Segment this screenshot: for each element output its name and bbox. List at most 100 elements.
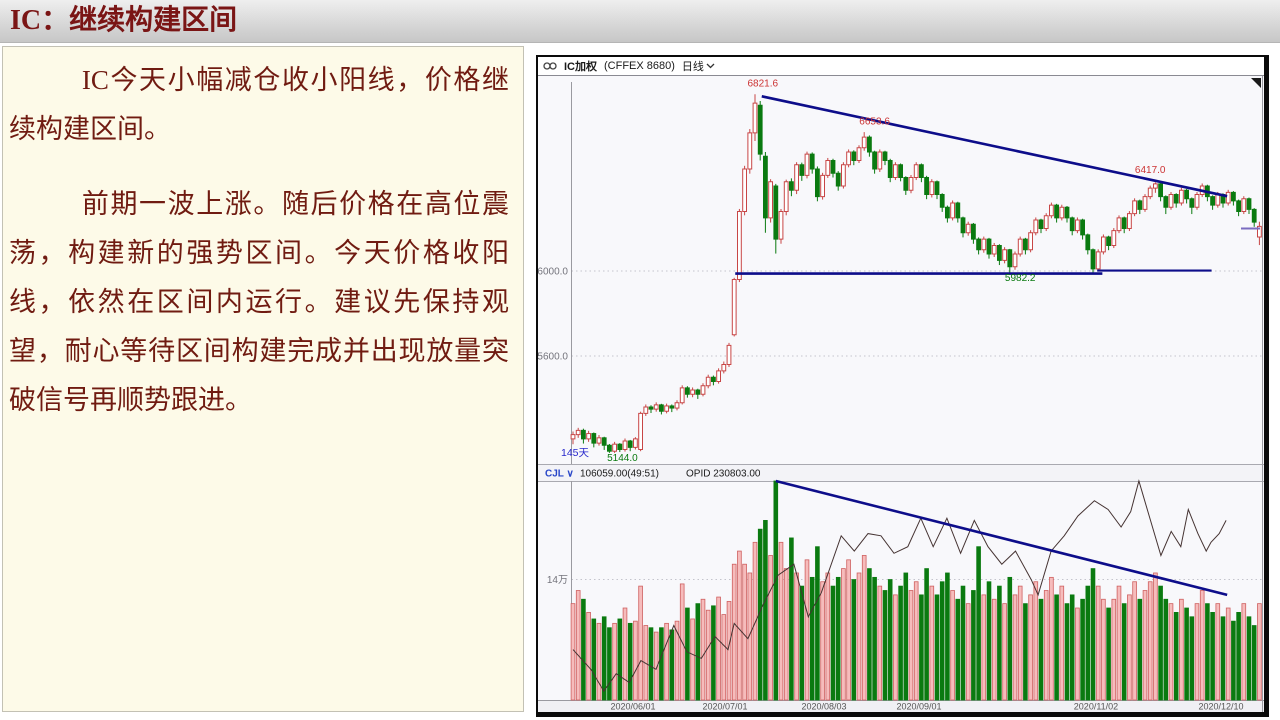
- x-axis-labels: 2020/06/01 2020/07/01 2020/08/03 2020/09/01…: [610, 702, 1243, 712]
- x-axis-label: 2020/07/01: [702, 702, 747, 712]
- candle-body: [617, 443, 623, 450]
- candle-body: [607, 444, 612, 452]
- x-axis-label: 2020/08/03: [801, 702, 846, 712]
- candle-body: [893, 164, 898, 178]
- volume-bar: [695, 603, 701, 701]
- candle-body: [1085, 234, 1091, 251]
- volume-bar: [1002, 603, 1007, 701]
- x-axis-label: 2020/09/01: [896, 702, 941, 712]
- volume-bar: [1137, 598, 1143, 701]
- candle-body: [1236, 200, 1242, 212]
- candle-body: [1241, 198, 1247, 212]
- candle-body: [789, 181, 794, 191]
- slide-title-bar: IC：继续构建区间: [0, 0, 1280, 43]
- candle-body: [726, 344, 732, 365]
- volume-bar: [1121, 603, 1127, 701]
- volume-bar: [1184, 607, 1189, 701]
- candle-body: [981, 238, 987, 251]
- volume-bar: [742, 563, 747, 701]
- volume-bar: [690, 618, 695, 701]
- volume-bar: [815, 546, 820, 701]
- volume-bar: [997, 585, 1002, 701]
- price-volume-chart[interactable]: 6000.0 5600.0 14万 6821.6 6653.6 6417.0 5982.2 5…: [538, 76, 1264, 712]
- volume-bar: [752, 541, 758, 701]
- volume-bar: [617, 618, 623, 701]
- volume-bar: [1210, 612, 1215, 701]
- candle-body: [1210, 196, 1216, 206]
- scroll-corner-icon[interactable]: [1251, 78, 1261, 88]
- price-annotation: 6653.6: [859, 116, 890, 127]
- volume-bar: [1225, 607, 1231, 701]
- candle-body: [1038, 219, 1044, 229]
- analysis-text-panel: IC今天小幅减仓收小阳线，价格继续构建区间。 前期一波上涨。随后价格在高位震荡，…: [2, 46, 524, 712]
- candle-body: [633, 438, 638, 448]
- candle-body: [596, 437, 602, 444]
- period-dropdown[interactable]: 日线: [682, 58, 715, 74]
- chevron-down-icon: [706, 63, 715, 69]
- candle-body: [1012, 253, 1018, 268]
- volume-bar: [799, 585, 805, 701]
- indicator-opid: OPID 230803.00: [686, 469, 761, 480]
- volume-bar: [1033, 581, 1039, 701]
- volume-bar: [976, 546, 981, 701]
- candle-body: [711, 376, 716, 382]
- volume-bar: [601, 616, 607, 701]
- trendline: [775, 479, 1228, 597]
- candle-body: [1095, 251, 1101, 270]
- volume-bar: [1012, 594, 1018, 701]
- candle-body: [731, 279, 737, 336]
- candle-body: [773, 185, 779, 240]
- candle-body: [867, 136, 872, 153]
- indicator-dropdown[interactable]: CJL ∨: [545, 469, 574, 480]
- volume-bar: [1028, 594, 1033, 701]
- candle-body: [1137, 200, 1143, 210]
- price-annotation: 5982.2: [1005, 273, 1036, 284]
- volume-bar: [1147, 581, 1153, 701]
- candle-body: [908, 177, 914, 191]
- volume-bar: [887, 579, 893, 701]
- volume-bar: [659, 627, 664, 701]
- volume-bar: [731, 563, 737, 701]
- candle-body: [1116, 217, 1122, 232]
- volume-bar: [919, 594, 924, 701]
- candle-body: [757, 104, 763, 155]
- volume-bar: [763, 520, 768, 701]
- volume-bar: [638, 585, 643, 701]
- y-axis-label: 6000.0: [538, 267, 568, 278]
- candle-body: [887, 160, 893, 178]
- volume-bar: [633, 620, 638, 701]
- days-count-label: 145天: [561, 447, 590, 459]
- volume-bar: [1095, 585, 1101, 701]
- volume-bar: [1220, 616, 1226, 701]
- candle-body: [659, 404, 664, 412]
- volume-bar: [586, 612, 591, 701]
- candle-body: [1127, 213, 1132, 229]
- candle-body: [1023, 238, 1028, 251]
- volume-bar: [809, 576, 815, 701]
- candle-body: [1054, 204, 1060, 219]
- candle-body: [794, 164, 800, 191]
- volume-bar: [1153, 572, 1158, 701]
- volume-bar: [1075, 607, 1080, 701]
- volume-bar: [913, 581, 919, 701]
- candle-body: [752, 102, 758, 134]
- candle-body: [1168, 194, 1174, 208]
- volume-bar: [768, 555, 773, 701]
- volume-bar: [778, 541, 784, 701]
- volume-bar: [716, 596, 721, 701]
- candle-body: [1017, 238, 1023, 255]
- volume-bar: [960, 585, 966, 701]
- candle-body: [1173, 194, 1179, 204]
- price-annotation: 6417.0: [1135, 165, 1166, 176]
- candle-body: [913, 164, 919, 178]
- volume-bar: [726, 601, 732, 701]
- price-annotations: 6821.6 6653.6 6417.0 5982.2 5144.0 145天: [561, 79, 1166, 464]
- volume-bar: [669, 629, 675, 701]
- candle-body: [939, 194, 945, 208]
- volume-bar: [939, 581, 945, 701]
- volume-bar: [1064, 603, 1070, 701]
- volume-bar: [835, 576, 841, 701]
- volume-bar: [1085, 585, 1091, 701]
- candle-body: [581, 429, 586, 440]
- candle-body: [721, 364, 727, 372]
